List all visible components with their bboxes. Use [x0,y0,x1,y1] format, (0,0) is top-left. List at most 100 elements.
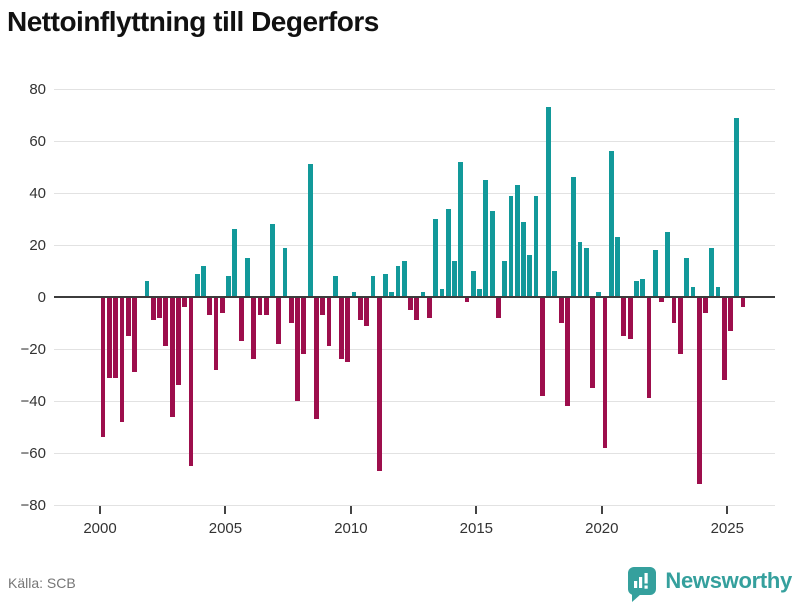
bar-2023-q1 [677,298,683,355]
bar-2011-q3 [389,291,395,296]
bar-2010-q4 [370,276,376,296]
x-tick-2015 [475,506,478,514]
bar-2005-q1 [226,276,231,296]
bar-2008-q1 [301,298,307,355]
gridline-60 [54,141,775,142]
gridline-20 [54,245,775,246]
bar-2015-q3 [489,211,495,296]
y-axis-label-20: 20 [29,237,46,254]
bar-2006-q3 [263,298,269,316]
bar-2020-q1 [602,298,608,448]
x-tick-2000 [99,506,101,514]
bar-2004-q2 [207,298,213,316]
bar-2013-q1 [426,298,432,318]
bar-2020-q2 [608,151,614,296]
bar-2009-q4 [345,298,351,362]
newsworthy-logo: Newsworthy [628,564,792,602]
bar-2025-q2 [734,117,740,296]
y-axis-label-80: 80 [29,81,46,98]
x-axis-label-2020: 2020 [585,520,619,537]
y-axis-label--20: −20 [20,341,46,358]
bar-2002-q3 [163,298,169,347]
bar-2018-q1 [552,271,558,296]
bar-2022-q4 [671,298,677,323]
bar-2015-q2 [483,180,489,296]
bar-2004-q3 [213,298,219,370]
bar-2019-q1 [577,242,583,296]
bar-2022-q1 [652,250,658,296]
bar-2024-q1 [703,298,708,313]
bar-2014-q1 [452,260,457,296]
bar-2013-q4 [445,208,451,296]
bar-2003-q1 [175,298,181,386]
bar-2011-q1 [376,298,382,472]
bar-2004-q4 [219,298,225,313]
bar-2016-q4 [521,221,526,296]
y-axis-label--60: −60 [20,445,46,462]
bar-2005-q4 [245,258,250,296]
x-axis-label-2005: 2005 [208,520,243,537]
bar-2003-q3 [188,298,194,466]
bar-2010-q1 [351,291,357,296]
gridline--80 [54,505,775,506]
bar-2010-q2 [357,298,363,321]
bar-2019-q2 [583,247,589,296]
bar-2018-q3 [565,298,570,407]
bar-2021-q3 [640,278,646,296]
bar-2002-q1 [150,298,156,321]
bar-2011-q2 [383,273,388,296]
bar-2001-q2 [132,298,137,373]
bar-2007-q2 [282,247,288,296]
bar-2018-q2 [558,298,564,323]
bar-2011-q4 [395,265,401,296]
bar-2012-q3 [414,298,420,321]
logo-wordmark: Newsworthy [665,568,792,593]
bar-2023-q2 [684,258,690,296]
bar-2016-q1 [502,260,508,296]
bar-2005-q2 [232,229,238,296]
bar-2020-q4 [621,298,627,336]
x-tick-2020 [600,506,603,514]
bar-2015-q4 [495,298,501,318]
bar-2005-q3 [238,298,244,342]
bar-2023-q3 [690,286,696,296]
zero-line [54,296,775,298]
bar-2014-q2 [458,161,464,296]
bar-2025-q3 [740,298,746,308]
bar-2022-q2 [659,298,664,303]
bar-2007-q4 [295,298,300,401]
bar-2009-q3 [339,298,344,360]
bar-2008-q4 [320,298,326,316]
bar-2020-q3 [615,237,620,296]
chart-bars-icon [634,573,649,589]
gridline--60 [54,453,775,454]
bar-2002-q4 [169,298,175,417]
bar-2017-q4 [546,107,551,296]
gridline-40 [54,193,775,194]
x-tick-2010 [349,506,352,514]
gridline--20 [54,349,775,350]
bar-2000-q1 [100,298,106,438]
y-axis-label-60: 60 [29,133,46,150]
bar-2014-q4 [470,271,476,296]
bar-2025-q1 [728,298,733,331]
logo-badge-tail [632,594,642,602]
x-axis-label-2010: 2010 [334,520,368,537]
bar-2002-q2 [157,298,162,318]
y-axis-label-0: 0 [37,289,46,306]
bar-2019-q4 [596,291,602,296]
bar-2000-q3 [113,298,119,378]
chart-title: Nettoinflyttning till Degerfors [7,6,379,37]
y-axis-label-40: 40 [29,185,46,202]
bar-2000-q4 [119,298,125,422]
bar-2013-q3 [439,289,445,296]
bar-2016-q3 [514,185,520,296]
x-axis-label-2015: 2015 [459,520,494,537]
bar-2012-q4 [420,291,426,296]
bar-2024-q4 [721,298,727,381]
y-axis-label--40: −40 [20,393,46,410]
bar-2015-q1 [477,289,482,296]
gridline--40 [54,401,775,402]
y-axis-label--80: −80 [20,497,46,514]
bar-2006-q4 [270,224,275,296]
